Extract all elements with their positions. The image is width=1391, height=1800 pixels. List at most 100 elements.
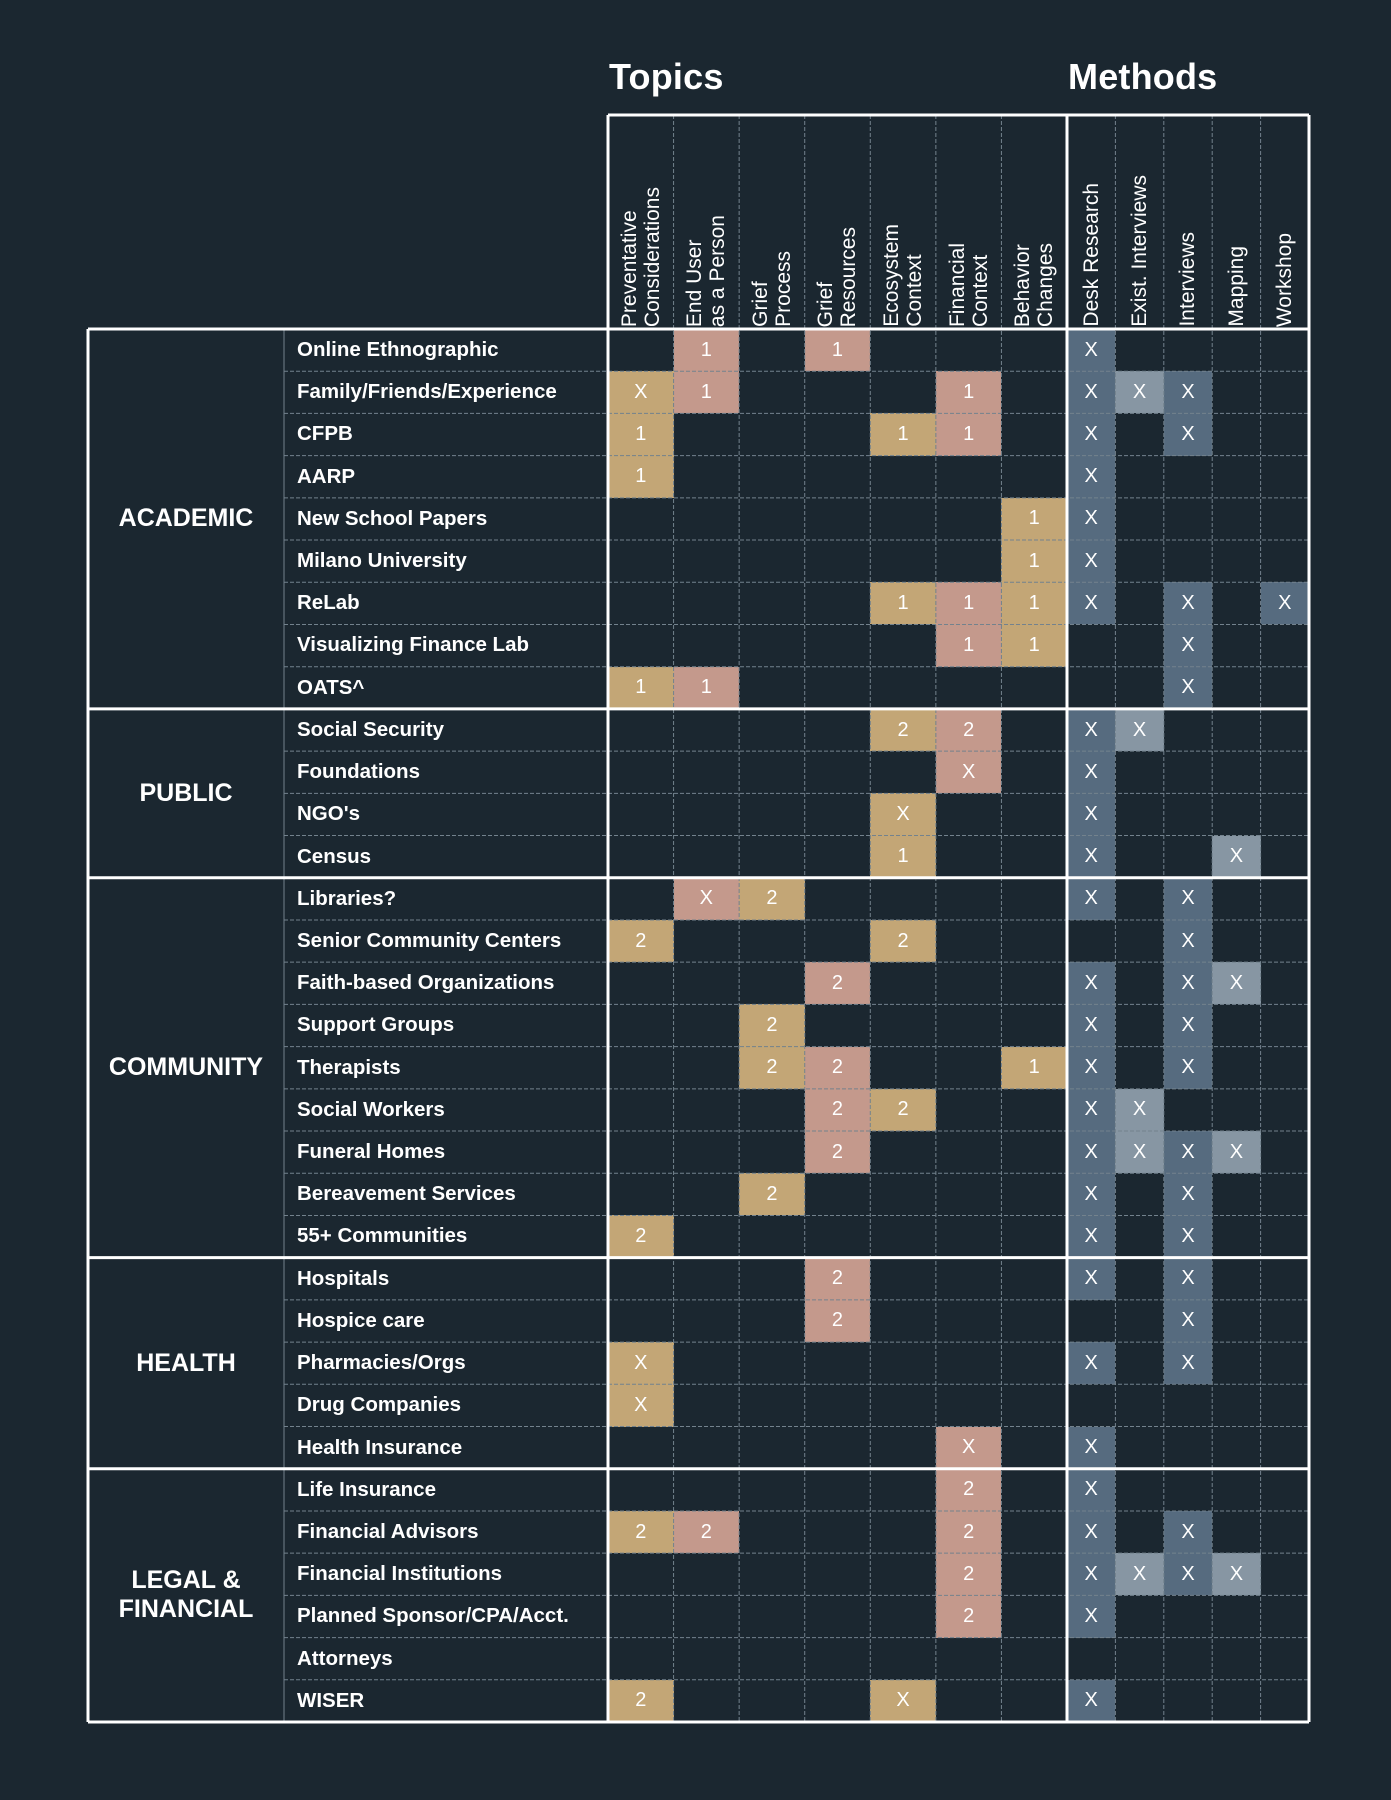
topic-cell: 2 xyxy=(870,708,936,752)
row-label: Planned Sponsor/CPA/Acct. xyxy=(297,1604,569,1628)
method-cell: X xyxy=(1163,1342,1213,1385)
method-cell: X xyxy=(1212,1553,1261,1596)
topic-cell: 1 xyxy=(1001,582,1067,625)
row-label: Life Insurance xyxy=(297,1477,436,1501)
topic-cell: 2 xyxy=(870,919,936,963)
column-header: Mapping xyxy=(1212,115,1260,327)
method-cell: X xyxy=(1163,371,1213,414)
column-header: Grief Resources xyxy=(805,115,871,327)
method-cell: X xyxy=(1067,1173,1116,1216)
topic-cell: 1 xyxy=(608,666,674,709)
method-cell: X xyxy=(1067,1510,1116,1554)
group-label: ACADEMIC xyxy=(118,504,254,533)
column-header-label: Financial Context xyxy=(945,242,992,327)
column-header: End User as a Person xyxy=(674,115,740,327)
method-cell: X xyxy=(1067,751,1116,794)
topic-cell: 2 xyxy=(804,1299,871,1343)
column-header: Exist. Interviews xyxy=(1115,115,1163,327)
method-cell: X xyxy=(1163,962,1213,1005)
row-label: OATS^ xyxy=(297,675,365,699)
method-cell: X xyxy=(1067,371,1116,414)
topic-cell: 1 xyxy=(804,329,871,372)
row-label: Social Security xyxy=(297,717,444,741)
method-cell: X xyxy=(1067,1004,1116,1047)
column-header: Financial Context xyxy=(936,115,1002,327)
topic-cell: 1 xyxy=(673,666,740,709)
column-header-label: Behavior Changes xyxy=(1011,242,1058,327)
topic-cell: 2 xyxy=(804,962,871,1005)
topic-cell: 2 xyxy=(608,1215,674,1258)
topic-cell: 1 xyxy=(935,413,1002,456)
methods-heading: Methods xyxy=(1068,56,1218,97)
row-label: Hospitals xyxy=(297,1266,390,1290)
column-header: Workshop xyxy=(1261,115,1309,327)
column-header: Ecosystem Context xyxy=(870,115,936,327)
topic-cell: 1 xyxy=(935,371,1002,414)
method-cell: X xyxy=(1163,919,1213,963)
method-cell: X xyxy=(1067,497,1116,541)
method-cell: X xyxy=(1115,1553,1164,1596)
topic-cell: 2 xyxy=(935,1595,1002,1638)
row-label: 55+ Communities xyxy=(297,1224,468,1248)
column-header-label: Grief Resources xyxy=(814,226,861,327)
method-cell: X xyxy=(1067,1553,1116,1596)
column-header: Preventative Considerations xyxy=(608,115,674,327)
topic-cell: 1 xyxy=(673,371,740,414)
topic-cell: 1 xyxy=(870,582,936,625)
column-header: Interviews xyxy=(1164,115,1212,327)
topic-cell: X xyxy=(608,1384,674,1427)
method-cell: X xyxy=(1067,413,1116,456)
column-header-label: Mapping xyxy=(1224,246,1248,327)
topic-cell: X xyxy=(935,751,1002,794)
row-label: Pharmacies/Orgs xyxy=(297,1351,466,1375)
row-label: Support Groups xyxy=(297,1013,455,1037)
method-cell: X xyxy=(1115,1131,1164,1174)
topic-cell: 1 xyxy=(1001,1046,1067,1089)
topic-cell: X xyxy=(870,793,936,836)
column-header-label: Interviews xyxy=(1176,232,1200,327)
group-label: LEGAL & FINANCIAL xyxy=(118,1566,254,1624)
method-cell: X xyxy=(1260,582,1309,625)
method-cell: X xyxy=(1115,1088,1164,1132)
column-header-label: Ecosystem Context xyxy=(880,224,927,327)
column-header-label: Exist. Interviews xyxy=(1128,175,1152,327)
method-cell: X xyxy=(1163,582,1213,625)
method-cell: X xyxy=(1067,1468,1116,1511)
topic-cell: 1 xyxy=(870,413,936,456)
method-cell: X xyxy=(1067,1595,1116,1638)
method-cell: X xyxy=(1163,1215,1213,1258)
column-header: Behavior Changes xyxy=(1001,115,1067,327)
method-cell: X xyxy=(1067,540,1116,583)
row-label: Drug Companies xyxy=(297,1393,462,1417)
topic-cell: 2 xyxy=(608,919,674,963)
row-label: Foundations xyxy=(297,760,420,784)
row-label: Health Insurance xyxy=(297,1435,463,1459)
row-label: Social Workers xyxy=(297,1097,445,1121)
topic-cell: 1 xyxy=(608,455,674,498)
topic-cell: 2 xyxy=(804,1257,871,1300)
topic-cell: 2 xyxy=(935,1510,1002,1554)
row-label: Hospice care xyxy=(297,1308,425,1332)
method-cell: X xyxy=(1212,835,1261,878)
method-cell: X xyxy=(1163,1257,1213,1300)
method-cell: X xyxy=(1212,962,1261,1005)
topic-cell: X xyxy=(608,371,674,414)
topic-cell: 2 xyxy=(673,1510,740,1554)
group-label: HEALTH xyxy=(136,1348,236,1377)
column-header-label: End User as a Person xyxy=(683,214,730,327)
topic-cell: 2 xyxy=(870,1088,936,1132)
topic-cell: 1 xyxy=(935,624,1002,667)
topic-cell: 1 xyxy=(1001,540,1067,583)
method-cell: X xyxy=(1163,1046,1213,1089)
row-label: Online Ethnographic xyxy=(297,338,499,361)
topic-cell: 2 xyxy=(804,1131,871,1174)
method-cell: X xyxy=(1067,582,1116,625)
row-label: ReLab xyxy=(297,591,360,615)
topic-cell: 1 xyxy=(608,413,674,456)
topic-cell: 1 xyxy=(1001,624,1067,667)
group-label: PUBLIC xyxy=(139,778,233,807)
row-label: Family/Friends/Experience xyxy=(297,380,557,404)
topic-cell: 2 xyxy=(739,1046,805,1089)
method-cell: X xyxy=(1163,1510,1213,1554)
